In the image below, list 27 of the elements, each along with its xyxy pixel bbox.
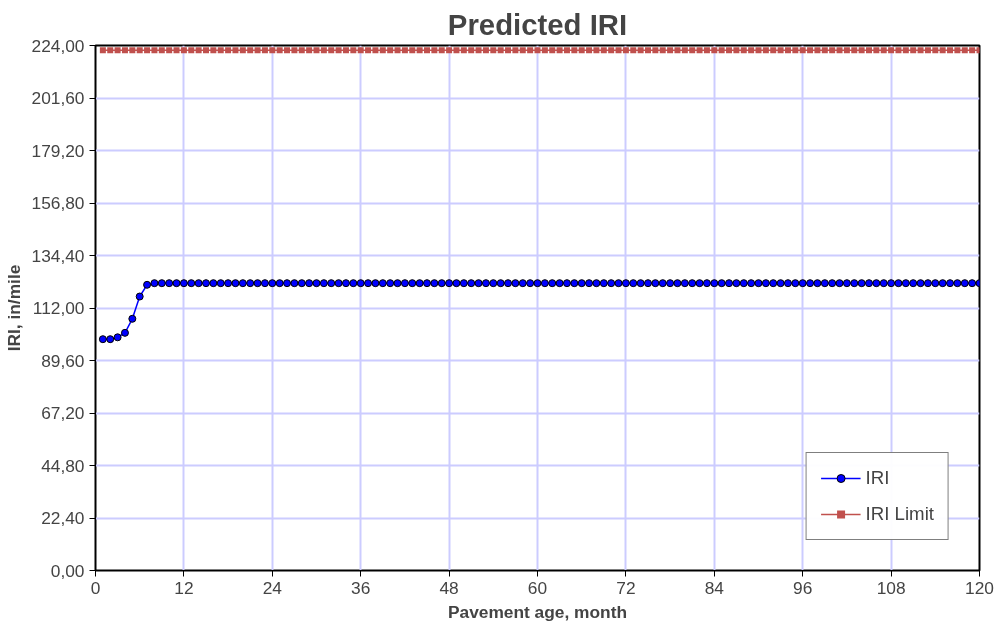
y-tick-label: 67,20 [41, 403, 85, 423]
y-tick-label: 89,60 [41, 350, 85, 371]
y-tick-label: 0,00 [50, 560, 85, 581]
y-tick-label: 22,40 [41, 508, 85, 528]
x-tick-label: 24 [262, 577, 283, 598]
x-tick-label: 120 [965, 577, 994, 598]
y-tick-label: 179,20 [31, 140, 85, 161]
y-tick-label: 224,00 [31, 35, 85, 56]
legend-label: IRI [865, 467, 890, 489]
y-tick-label: 112,00 [32, 298, 85, 318]
x-tick-label: 0 [90, 577, 101, 598]
x-tick-label: 72 [616, 577, 636, 598]
x-tick-label: 36 [351, 577, 371, 598]
x-tick-label: 48 [439, 577, 459, 598]
x-tick-label: 12 [174, 577, 194, 598]
y-axis-title: IRI, in/mile [3, 264, 24, 352]
y-tick-label: 156,80 [31, 193, 85, 213]
y-tick-label: 201,60 [31, 88, 85, 108]
x-axis-title: Pavement age, month [447, 601, 628, 622]
x-tick-label: 84 [704, 577, 725, 598]
y-tick-label: 134,40 [31, 245, 85, 266]
legend-label: IRI Limit [865, 503, 934, 525]
x-tick-label: 108 [876, 577, 906, 598]
x-tick-label: 60 [527, 577, 548, 598]
chart-title: Predicted IRI [447, 7, 628, 41]
y-tick-label: 44,80 [41, 455, 85, 476]
x-tick-label: 96 [793, 577, 813, 598]
